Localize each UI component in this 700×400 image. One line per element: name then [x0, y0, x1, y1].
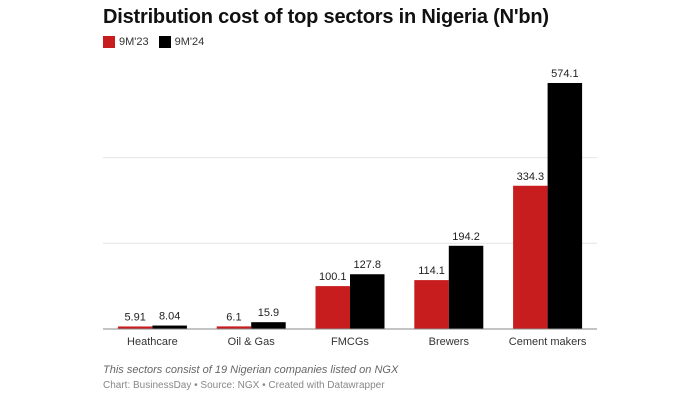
- legend-item-9m23: 9M'23: [103, 36, 149, 48]
- bar: [414, 280, 449, 329]
- data-label: 334.3: [517, 171, 545, 183]
- bar: [117, 326, 153, 329]
- legend-label: 9M'23: [119, 36, 149, 48]
- x-tick-label: Oil & Gas: [228, 336, 276, 348]
- bar: [513, 185, 548, 329]
- data-label: 574.1: [551, 68, 579, 80]
- x-tick-label: Cement makers: [509, 336, 587, 348]
- data-label: 8.04: [159, 311, 180, 323]
- legend-label: 9M'24: [174, 36, 205, 48]
- bar: [315, 286, 350, 329]
- data-label: 100.1: [319, 271, 347, 283]
- x-tick-label: FMCGs: [331, 336, 369, 348]
- chart-source: Chart: BusinessDay • Source: NGX • Creat…: [103, 380, 385, 391]
- bar: [448, 245, 484, 329]
- bar: [152, 325, 187, 329]
- bar: [216, 326, 252, 329]
- bar: [547, 83, 583, 329]
- data-label: 5.91: [124, 311, 145, 323]
- chart-notes: This sectors consist of 19 Nigerian comp…: [103, 364, 399, 376]
- legend-item-9m24: 9M'24: [158, 36, 205, 48]
- data-label: 194.2: [452, 231, 480, 243]
- data-label: 114.1: [418, 265, 445, 277]
- legend-swatch: [158, 36, 171, 48]
- legend: 9M'23 9M'24: [103, 36, 204, 48]
- data-label: 127.8: [353, 259, 381, 271]
- chart-title: Distribution cost of top sectors in Nige…: [103, 6, 549, 28]
- x-tick-label: Brewers: [429, 336, 470, 348]
- legend-swatch: [103, 36, 115, 48]
- data-label: 6.1: [226, 311, 241, 323]
- bar: [350, 274, 385, 329]
- bar: [251, 322, 286, 329]
- x-tick-label: Heathcare: [127, 336, 178, 348]
- data-label: 15.9: [258, 307, 279, 319]
